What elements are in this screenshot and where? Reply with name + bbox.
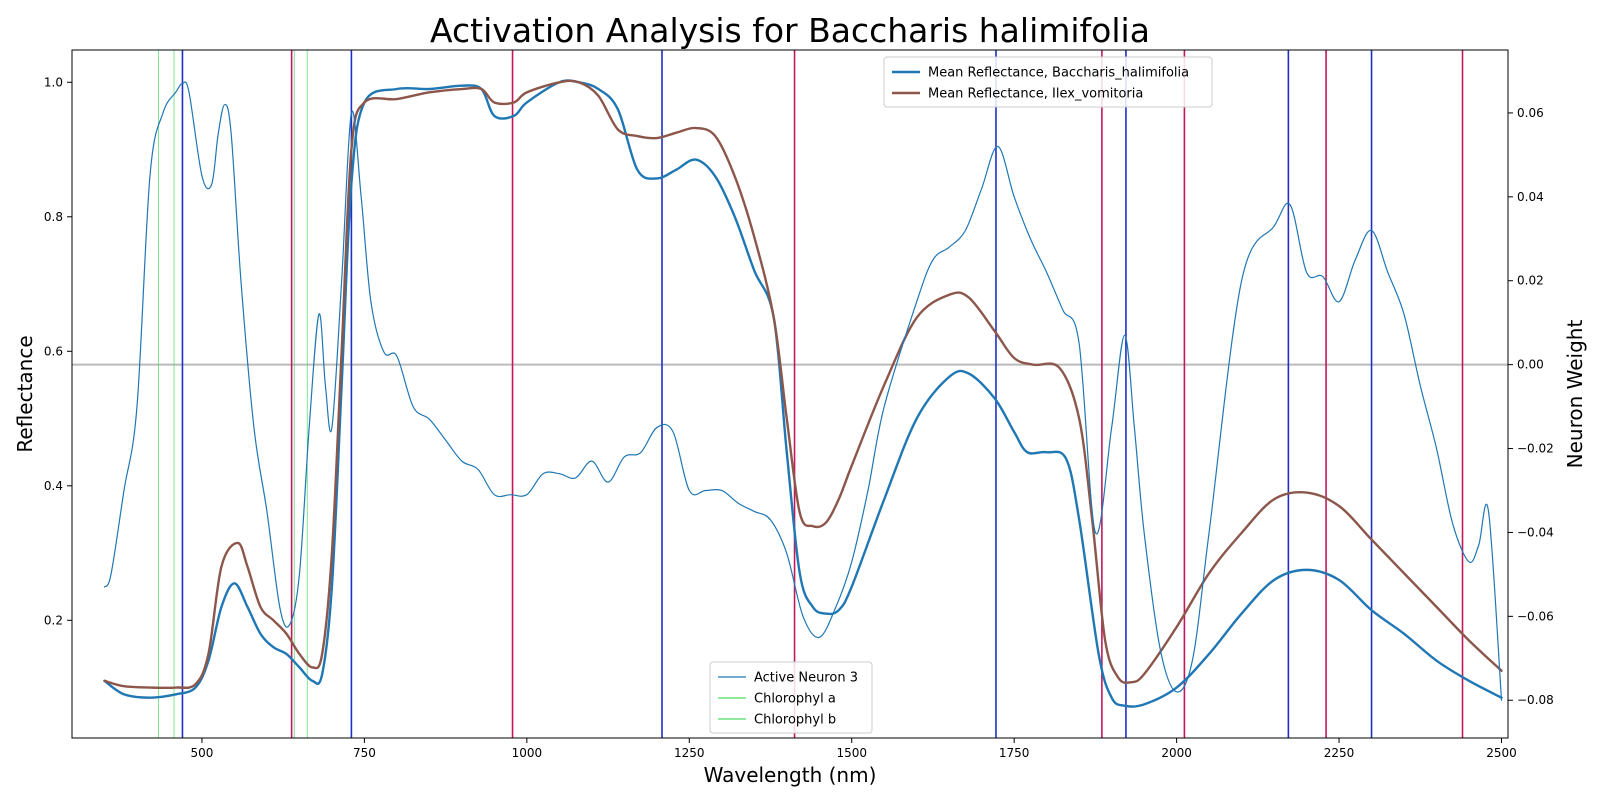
- y-tick-label: 1.0: [44, 75, 63, 89]
- legend-label: Mean Reflectance, Baccharis_halimifolia: [928, 66, 1189, 81]
- y2-tick-label: −0.06: [1517, 609, 1554, 623]
- y2-tick-label: 0.00: [1517, 358, 1544, 372]
- legend-box: [883, 56, 1213, 108]
- legend-label: Chlorophyl a: [754, 692, 836, 707]
- y2-tick-label: −0.02: [1517, 442, 1554, 456]
- y-tick-label: 0.6: [44, 344, 63, 358]
- legend-label: Chlorophyl b: [754, 713, 836, 728]
- x-tick-label: 500: [191, 746, 214, 760]
- chart-title: Activation Analysis for Baccharis halimi…: [430, 11, 1150, 50]
- legend-reflectance: Mean Reflectance, Baccharis_halimifolia M…: [883, 56, 1213, 108]
- y2-tick-label: 0.02: [1517, 274, 1544, 288]
- legend-neuron: Active Neuron 3 Chlorophyl a Chlorophyl b: [709, 661, 873, 734]
- x-tick-label: 1250: [674, 746, 705, 760]
- x-tick-label: 750: [353, 746, 376, 760]
- series-line-3: [103, 81, 1503, 701]
- x-axis: 500 750 1000 1250 1500 1750 2000 2250 2500: [191, 738, 1517, 760]
- y-tick-label: 0.2: [44, 613, 63, 627]
- y-tick-label: 0.8: [44, 210, 63, 224]
- x-axis-label: Wavelength (nm): [704, 763, 877, 787]
- plot-frame: [71, 49, 1509, 739]
- legend-label: Mean Reflectance, Ilex_vomitoria: [928, 87, 1143, 102]
- series-line-1: [103, 79, 1503, 708]
- y-axis-right: −0.08 −0.06 −0.04 −0.02 0.00 0.02 0.04 0.06: [1508, 106, 1554, 707]
- y2-tick-label: 0.04: [1517, 190, 1544, 204]
- x-tick-label: 2500: [1486, 746, 1517, 760]
- plot-area: [72, 50, 1508, 738]
- legend-label: Active Neuron 3: [754, 671, 858, 686]
- y2-tick-label: −0.08: [1517, 693, 1554, 707]
- y-axis-label-right: Neuron Weight: [1563, 320, 1587, 469]
- legend-box: [709, 661, 873, 734]
- x-tick-label: 1750: [999, 746, 1030, 760]
- y2-tick-label: −0.04: [1517, 525, 1554, 539]
- x-tick-label: 2000: [1161, 746, 1192, 760]
- x-tick-label: 1500: [836, 746, 867, 760]
- x-tick-label: 1000: [512, 746, 543, 760]
- series-line-2: [103, 79, 1503, 690]
- y-tick-label: 0.4: [44, 479, 63, 493]
- y-axis-left: 0.2 0.4 0.6 0.8 1.0: [44, 75, 72, 627]
- y-axis-label-left: Reflectance: [13, 335, 37, 452]
- y2-tick-label: 0.06: [1517, 106, 1544, 120]
- x-tick-label: 2250: [1324, 746, 1355, 760]
